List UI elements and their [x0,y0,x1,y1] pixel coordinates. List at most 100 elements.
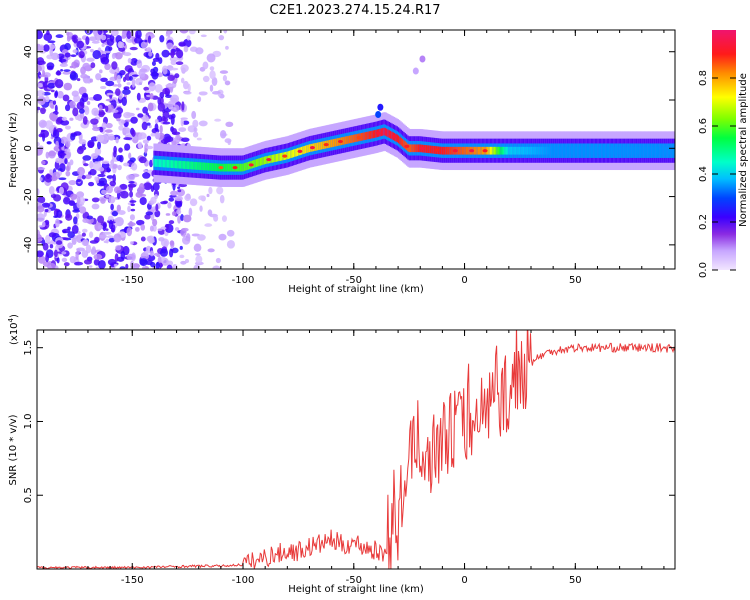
noise-speckle [112,164,118,169]
noise-speckle [123,111,132,119]
noise-speckle [73,131,82,136]
ridge-cell [541,146,544,155]
noise-speckle [115,88,121,97]
noise-speckle [52,100,57,105]
noise-speckle [139,258,148,267]
noise-speckle [222,75,228,82]
noise-speckle [146,145,154,150]
ridge-cell [253,160,256,168]
noise-speckle [193,127,198,133]
ridge-cell [623,146,627,155]
ridge-cell [413,144,417,153]
noise-speckle [202,75,210,83]
noise-speckle [169,87,174,93]
ridge-cell [288,150,292,159]
ridge-cell [603,146,607,155]
ridge-cell [238,163,241,172]
ridge-cell [671,146,675,155]
ridge-cell [625,146,628,155]
noise-speckle [115,136,119,144]
ridge-cell [502,146,506,155]
ridge-cell [255,159,259,167]
noise-speckle [209,66,215,71]
ridge-cell [611,146,615,155]
noise-speckle [178,127,187,132]
noise-speckle [171,127,178,135]
ridge-cell [492,146,495,155]
ridge-cell [650,146,653,155]
ridge-cell [227,163,231,172]
ridge-cell [355,134,358,142]
colorbar-gradient [712,30,736,270]
noise-speckle [142,169,148,173]
ridge-cell [516,146,519,155]
snr-y-ticks: 0.5 1.0 1.5 [23,340,675,503]
noise-speckle [88,181,95,187]
noise-speckle [195,255,203,264]
ridge-cell [637,146,640,155]
noise-speckle [162,67,168,75]
colorbar-ticks: 0.0 0.2 0.4 0.6 0.8 [698,70,736,278]
colorbar-label: Normalized spectral amplitude [738,73,749,227]
noise-speckle [122,76,127,83]
noise-speckle [120,119,126,124]
noise-speckle [143,86,150,91]
noise-speckle [126,174,136,182]
ridge-cell [387,129,390,138]
spectrogram-marks [37,30,675,269]
noise-speckle [54,79,64,89]
noise-speckle [159,91,165,99]
ridge-cell [374,130,377,138]
noise-speckle [154,123,159,132]
noise-speckle [97,173,106,178]
noise-speckle [48,186,55,195]
noise-speckle [218,34,225,41]
noise-speckle [104,129,113,133]
noise-speckle [215,257,221,264]
noise-speckle [39,177,43,182]
ridge-cell [332,139,336,147]
ridge-cell [254,159,257,168]
noise-speckle [175,201,183,208]
ridge-cell [600,146,603,155]
noise-speckle [111,210,118,217]
ridge-cell [206,162,209,171]
ridge-cell [536,146,539,155]
noise-speckle [80,73,88,79]
noise-speckle [93,30,98,37]
noise-speckle [76,196,81,204]
noise-speckle [46,141,52,145]
noise-speckle [67,231,75,239]
noise-speckle [182,214,192,223]
ridge-cell [417,144,421,153]
ridge-cell [384,128,388,136]
noise-speckle [48,150,57,157]
ridge-cell [278,153,281,162]
noise-speckle [79,111,85,119]
noise-speckle [216,186,224,195]
ridge-cell [590,146,594,155]
ridge-cell [622,146,626,155]
ridge-cell [154,159,158,167]
noise-speckle [113,150,117,158]
ridge-cell [577,146,580,155]
ridge-cell [336,138,340,146]
noise-speckle [180,260,187,265]
noise-speckle [62,71,71,75]
noise-speckle [64,104,71,112]
ridge-cell [639,146,643,155]
ridge-cell [605,146,608,155]
noise-speckle [140,236,146,242]
ridge-peak [218,166,224,170]
noise-speckle [37,71,41,79]
noise-speckle [65,165,70,172]
noise-speckle [180,228,187,237]
noise-speckle [42,70,46,77]
ridge-cell [237,163,240,172]
noise-speckle [72,209,80,213]
ridge-cell [655,146,659,155]
ridge-cell [464,146,467,155]
noise-speckle [100,197,106,204]
ridge-cell [360,133,364,141]
ridge-cell [352,134,356,143]
